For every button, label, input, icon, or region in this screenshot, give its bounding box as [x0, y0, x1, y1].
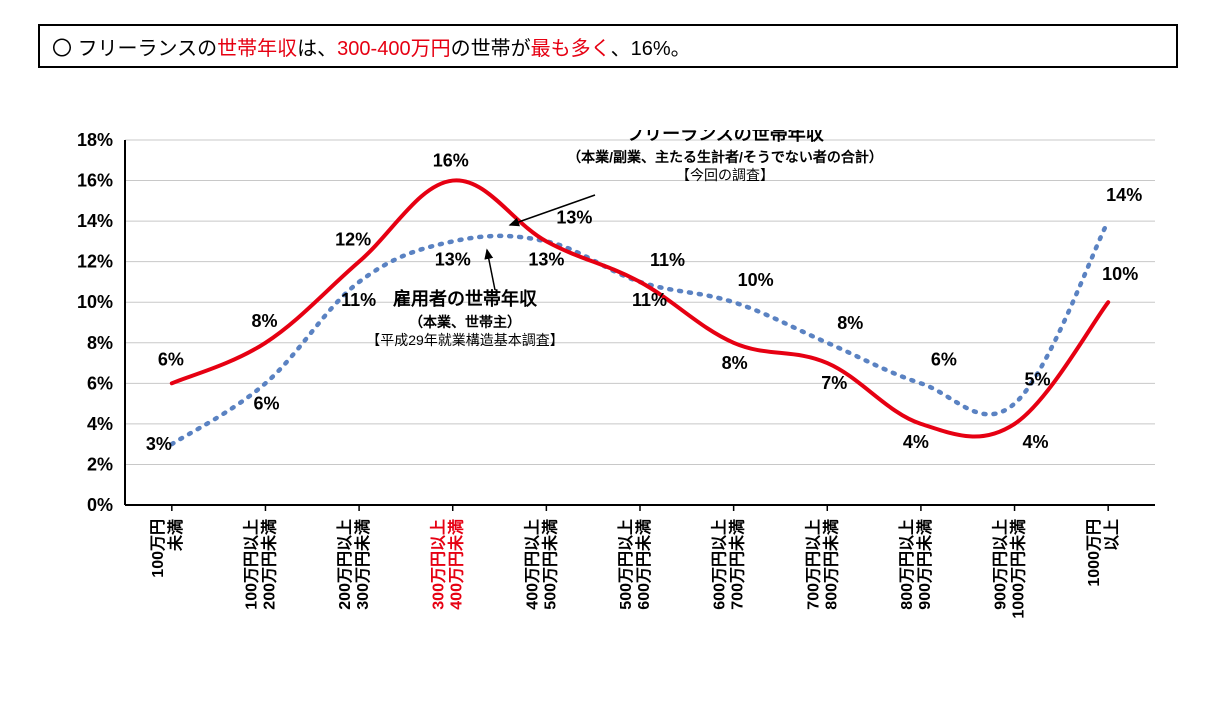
- annotation-title: フリーランスの世帯年収: [626, 130, 825, 144]
- data-label-freelance: 6%: [158, 349, 184, 369]
- x-category-label: 100万円: [149, 519, 167, 578]
- data-label-freelance: 10%: [1102, 264, 1138, 284]
- x-category-label: 100万円以上: [242, 519, 260, 610]
- x-category-label: 900万円未満: [915, 519, 934, 610]
- data-label-employee: 13%: [435, 249, 471, 269]
- y-tick-label: 14%: [77, 211, 113, 231]
- x-category-label: 700万円未満: [728, 519, 747, 610]
- y-tick-label: 16%: [77, 171, 113, 191]
- x-category-label: 以上: [1103, 519, 1121, 551]
- x-category-label: 1000万円未満: [1009, 519, 1028, 619]
- y-tick-label: 8%: [87, 333, 113, 353]
- caption-box: 〇 フリーランスの世帯年収は、300-400万円の世帯が最も多く、16%。: [38, 24, 1178, 68]
- data-label-freelance: 11%: [650, 250, 685, 270]
- data-label-employee: 3%: [146, 434, 172, 454]
- annotation-subtitle: （本業/副業、主たる生計者/そうでない者の合計）: [567, 149, 883, 165]
- x-category-label: 600万円未満: [634, 519, 653, 610]
- y-tick-label: 10%: [77, 292, 113, 312]
- annotation-source: 【今回の調査】: [676, 167, 774, 183]
- data-label-employee: 5%: [1025, 370, 1051, 390]
- x-category-label: 400万円未満: [447, 519, 466, 610]
- data-label-freelance: 4%: [903, 432, 929, 452]
- x-category-label: 400万円以上: [523, 519, 541, 610]
- data-label-employee: 11%: [632, 290, 667, 310]
- x-category-label: 700万円以上: [804, 519, 822, 610]
- data-label-freelance: 12%: [335, 230, 371, 250]
- x-category-label: 800万円未満: [821, 519, 840, 610]
- x-category-label: 600万円以上: [711, 519, 729, 610]
- caption-segment: 300-400万円: [337, 38, 450, 60]
- data-label-freelance: 8%: [722, 353, 748, 373]
- y-tick-label: 4%: [87, 414, 113, 434]
- y-tick-label: 12%: [77, 252, 113, 272]
- x-category-label: 300万円未満: [353, 519, 372, 610]
- data-label-freelance: 7%: [821, 373, 847, 393]
- data-label-employee: 8%: [837, 313, 863, 333]
- annotation-arrow: [487, 250, 495, 290]
- series-line-employee: [172, 221, 1108, 444]
- x-category-label: 500万円未満: [540, 519, 559, 610]
- income-distribution-chart: 0%2%4%6%8%10%12%14%16%18%100万円未満100万円以上2…: [55, 130, 1175, 690]
- x-category-label: 500万円以上: [617, 519, 635, 610]
- x-category-label: 200万円未満: [259, 519, 278, 610]
- caption-segment: の世帯が: [451, 38, 531, 60]
- y-tick-label: 0%: [87, 495, 113, 515]
- caption-bullet-icon: 〇: [52, 38, 78, 60]
- x-category-label: 300万円以上: [430, 519, 448, 610]
- data-label-freelance: 4%: [1023, 432, 1049, 452]
- y-tick-label: 18%: [77, 130, 113, 150]
- caption-segment: フリーランスの: [78, 38, 218, 60]
- caption-segment: 世帯年収: [217, 38, 297, 60]
- x-category-label: 800万円以上: [898, 519, 916, 610]
- caption-segment: 最も多く: [531, 38, 611, 60]
- y-tick-label: 2%: [87, 454, 113, 474]
- caption-segment: 、16%。: [611, 38, 691, 60]
- data-label-freelance: 8%: [251, 311, 277, 331]
- data-label-employee: 10%: [738, 270, 774, 290]
- data-label-employee: 13%: [528, 249, 564, 269]
- data-label-employee: 6%: [931, 349, 957, 369]
- x-category-label: 1000万円: [1085, 519, 1103, 587]
- caption-text: 〇 フリーランスの世帯年収は、300-400万円の世帯が最も多く、16%。: [52, 32, 691, 61]
- caption-segment: は、: [297, 38, 337, 60]
- x-category-label: 未満: [166, 519, 185, 552]
- annotation-title: 雇用者の世帯年収: [393, 288, 538, 309]
- data-label-freelance: 16%: [433, 151, 469, 171]
- data-label-employee: 14%: [1106, 185, 1142, 205]
- y-tick-label: 6%: [87, 373, 113, 393]
- x-category-label: 900万円以上: [992, 519, 1010, 610]
- annotation-subtitle: （本業、世帯主）: [409, 314, 521, 330]
- data-label-employee: 11%: [341, 290, 376, 310]
- data-label-employee: 6%: [253, 393, 279, 413]
- data-label-freelance: 13%: [556, 207, 592, 227]
- chart-svg: 0%2%4%6%8%10%12%14%16%18%100万円未満100万円以上2…: [55, 130, 1175, 690]
- annotation-source: 【平成29年就業構造基本調査】: [366, 332, 564, 348]
- x-category-label: 200万円以上: [336, 519, 354, 610]
